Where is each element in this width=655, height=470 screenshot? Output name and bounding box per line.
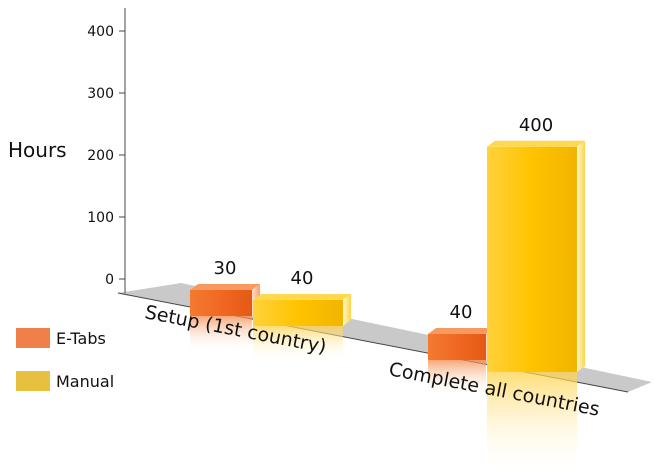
data-labels: 30 40 40 400 [214, 115, 554, 323]
bar-side-face [577, 140, 585, 372]
bar-reflection [487, 372, 577, 470]
bars-group [190, 140, 585, 372]
y-tick-label: 0 [105, 272, 114, 288]
y-axis-label: Hours [8, 138, 67, 162]
bar-side-face [343, 294, 351, 326]
bar-front-face [190, 290, 252, 316]
y-tick-label: 100 [87, 210, 114, 226]
legend-label-etabs: E-Tabs [56, 328, 106, 348]
bar-e-tabs-1 [428, 328, 494, 360]
y-axis-ticks: 0 100 200 300 400 [87, 24, 125, 288]
y-tick-label: 400 [87, 24, 114, 40]
data-label: 400 [519, 115, 553, 136]
bar-top-face [253, 294, 351, 300]
bar-top-face [428, 328, 494, 334]
legend-item-etabs: E-Tabs [16, 328, 106, 348]
bar-reflections [190, 316, 577, 470]
bar-reflection [428, 360, 486, 396]
legend-swatch-etabs [16, 328, 50, 348]
bar-front-face [253, 300, 343, 326]
bar-reflection [190, 316, 252, 352]
bar-manual-1 [487, 140, 585, 372]
legend-item-manual: Manual [16, 371, 114, 391]
data-label: 30 [214, 258, 237, 279]
bar-top-face [487, 140, 585, 147]
legend-label-manual: Manual [56, 371, 115, 391]
data-label: 40 [291, 268, 314, 289]
y-tick-label: 200 [87, 148, 114, 164]
bar-top-face [190, 284, 260, 290]
legend-swatch-manual [16, 371, 50, 391]
bar-front-face [428, 334, 486, 360]
bar-manual-0 [253, 294, 351, 326]
bar-reflection [253, 326, 343, 362]
y-tick-label: 300 [87, 86, 114, 102]
data-label: 40 [450, 302, 473, 323]
bar-front-face [487, 146, 577, 372]
